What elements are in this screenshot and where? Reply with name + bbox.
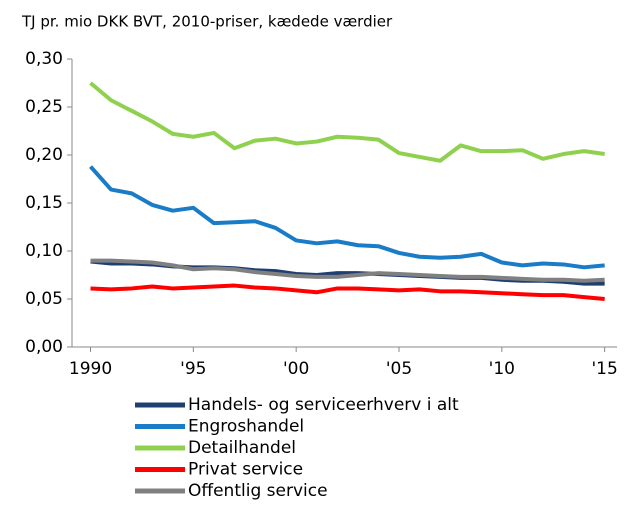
x-tick-label: '95	[180, 359, 206, 379]
legend-label: Offentlig service	[188, 481, 328, 501]
x-tick-label: '10	[489, 359, 515, 379]
series-line	[89, 165, 605, 270]
series-line	[90, 258, 605, 283]
x-tick-label: '00	[283, 359, 309, 379]
y-tick-label: 0,20	[25, 145, 63, 165]
y-tick-label: 0,10	[25, 241, 63, 261]
legend-label: Handels- og serviceerhverv i alt	[188, 395, 459, 415]
chart-title: TJ pr. mio DKK BVT, 2010-priser, kædede …	[21, 13, 393, 31]
legend-label: Engroshandel	[188, 417, 304, 437]
y-tick-label: 0,00	[25, 337, 63, 357]
series-line	[90, 283, 605, 301]
x-tick-label: '15	[592, 359, 618, 379]
x-tick-label: 1990	[69, 359, 112, 379]
y-tick-label: 0,15	[25, 193, 63, 213]
legend-label: Privat service	[188, 460, 303, 480]
y-tick-label: 0,30	[25, 49, 63, 69]
x-tick-label: '05	[386, 359, 412, 379]
y-tick-label: 0,25	[25, 97, 63, 117]
y-tick-label: 0,05	[25, 289, 63, 309]
legend-label: Detailhandel	[188, 438, 296, 458]
series-line	[89, 81, 605, 163]
